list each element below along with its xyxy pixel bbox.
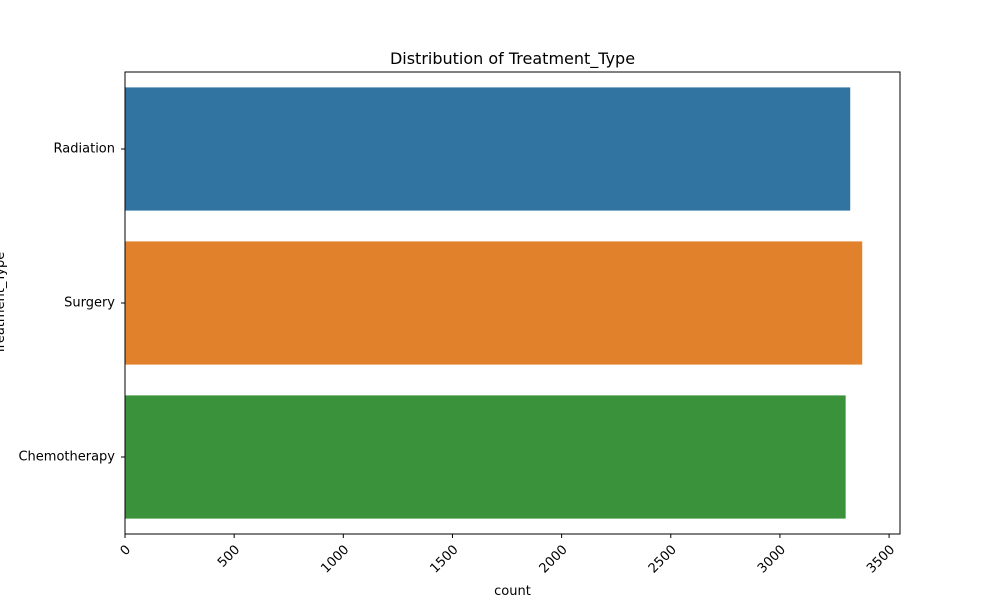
x-axis-label: count [494,584,531,599]
bar-chemotherapy [125,395,846,519]
y-axis-label: Treatment_Type [0,252,8,356]
bar-radiation [125,87,851,211]
bar-surgery [125,241,863,365]
y-tick-label-surgery: Surgery [64,296,115,311]
y-tick-label-radiation: Radiation [54,142,115,157]
y-tick-label-chemotherapy: Chemotherapy [18,450,115,465]
y-axis-ticks: Radiation Surgery Chemotherapy [18,142,125,465]
bars-group [125,87,863,519]
chart-title: Distribution of Treatment_Type [390,49,635,69]
